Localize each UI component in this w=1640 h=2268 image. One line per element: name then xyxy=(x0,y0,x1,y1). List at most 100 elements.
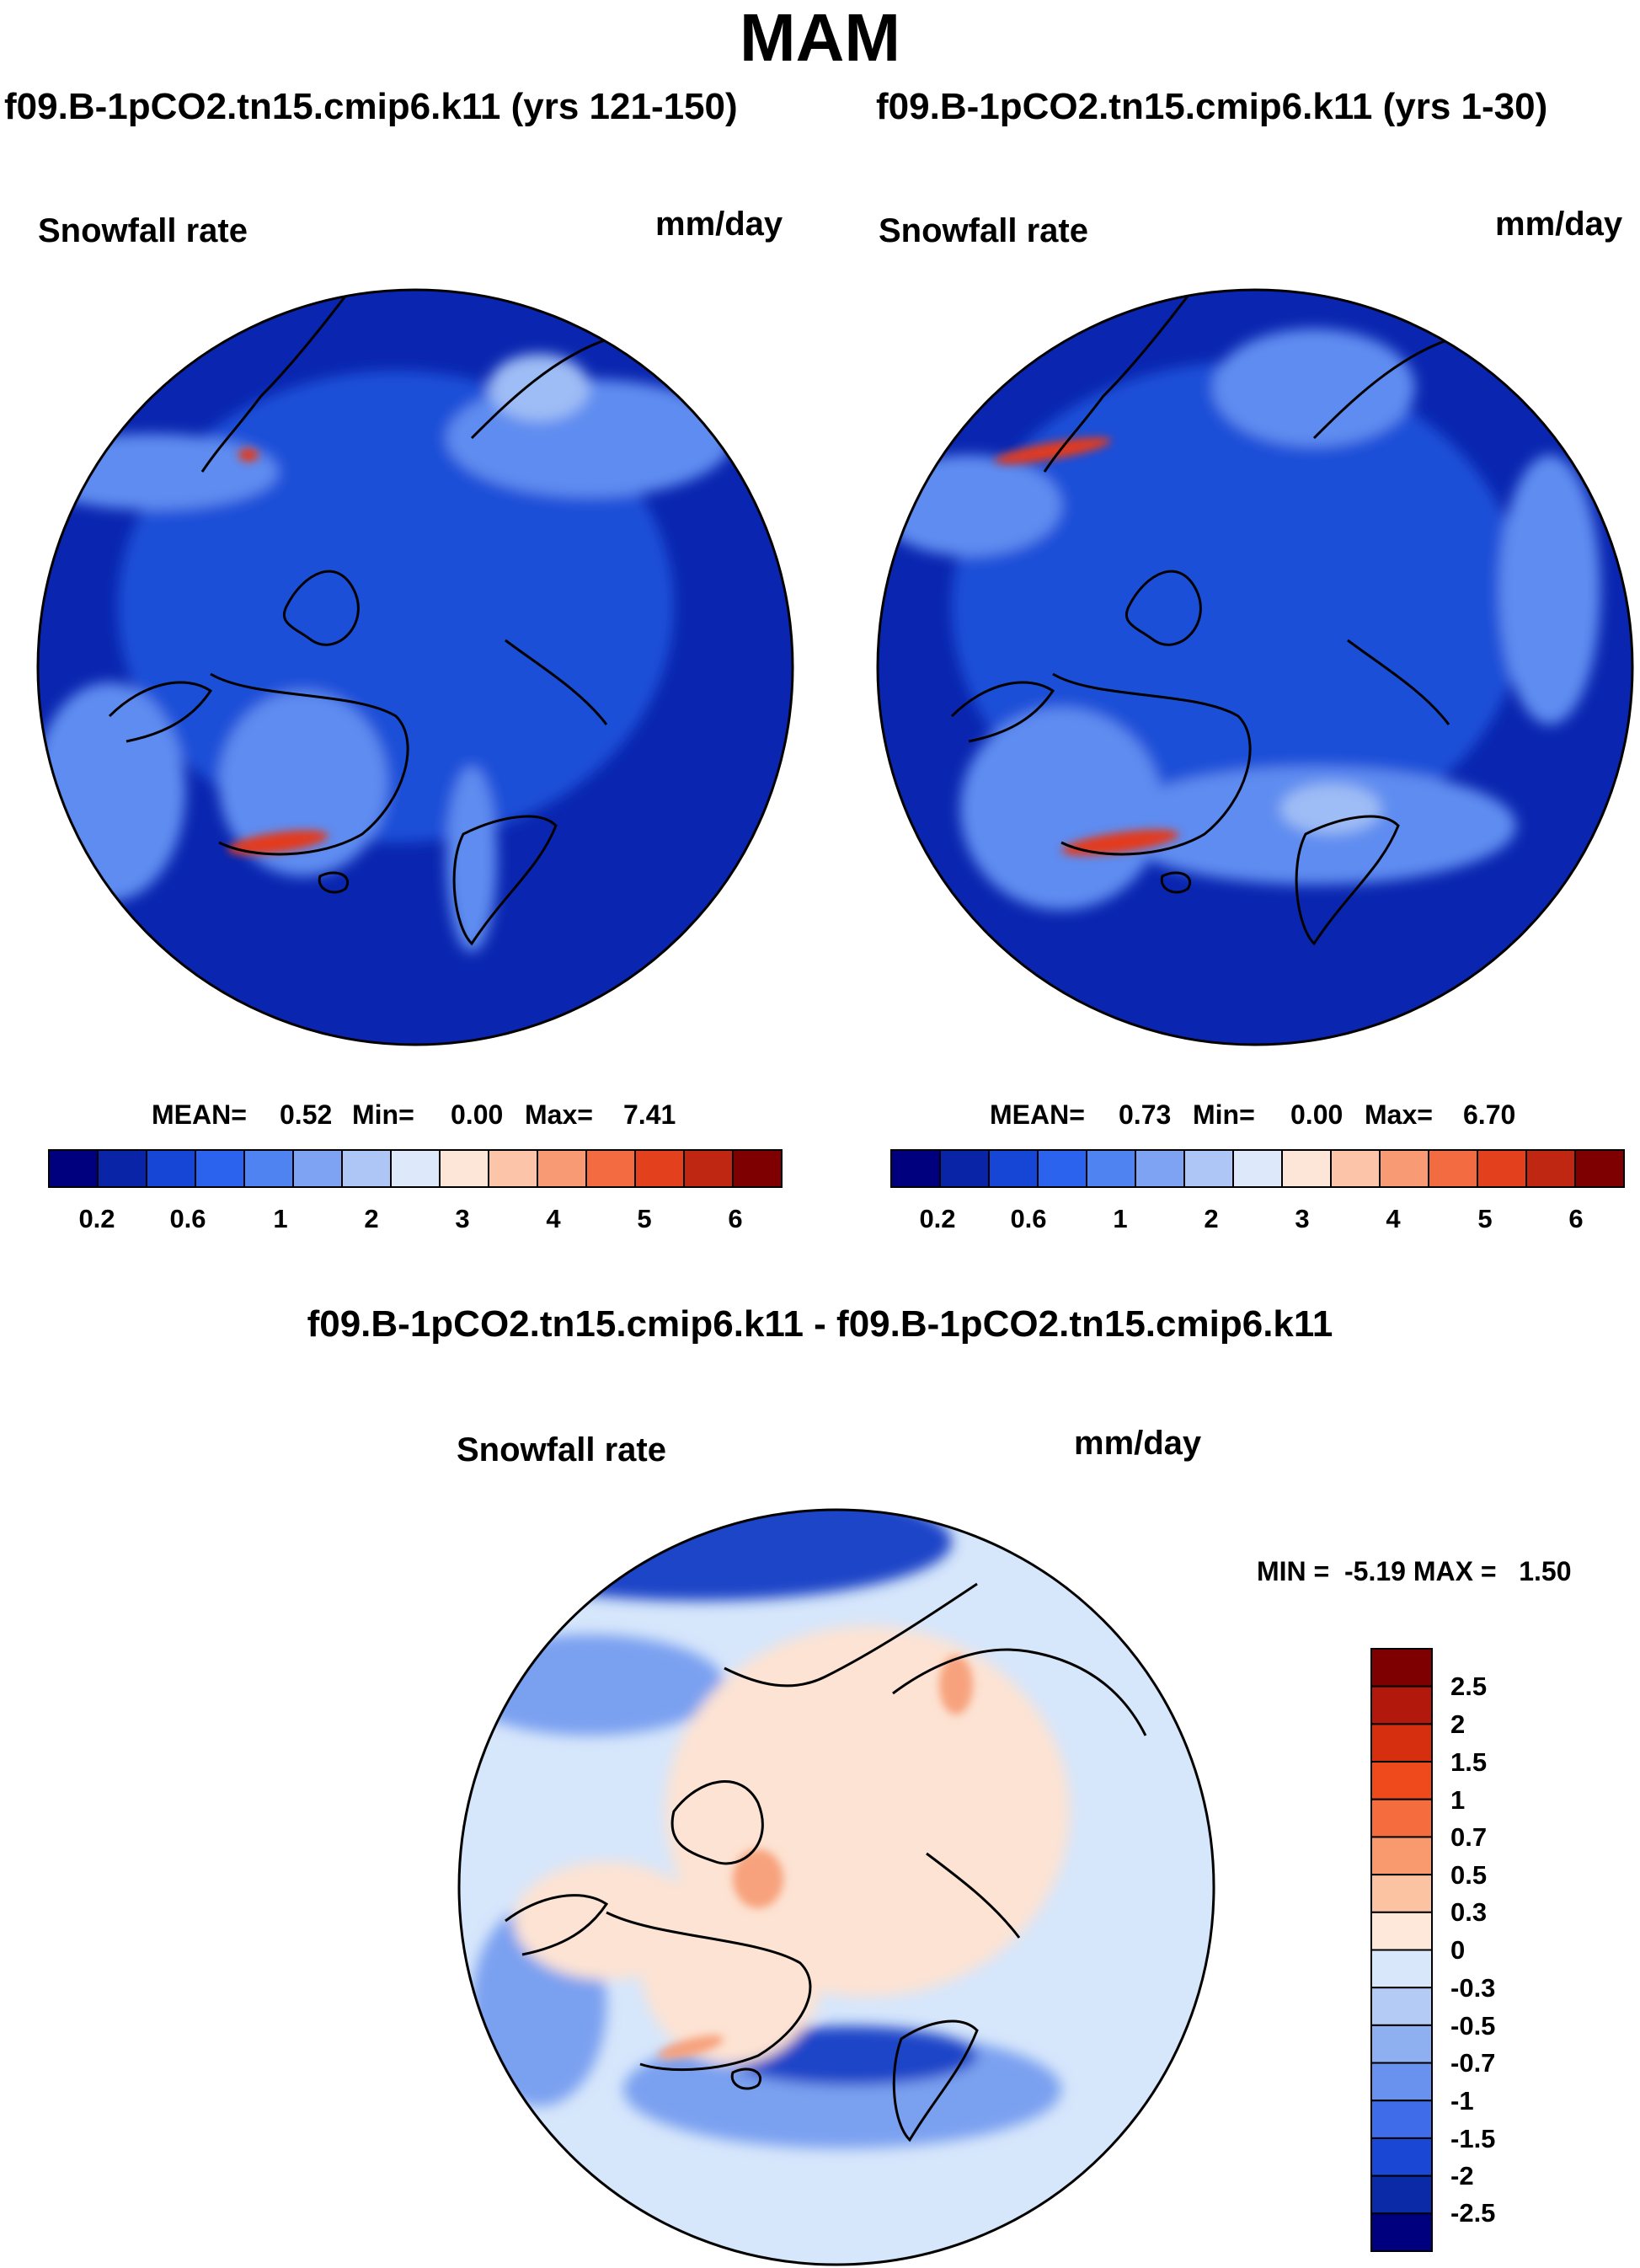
left-colorbar-tick: 0.6 xyxy=(169,1204,206,1233)
diff-colorbar-tick: 2.5 xyxy=(1450,1672,1488,1701)
diff-colorbar-tick: 0.7 xyxy=(1450,1822,1488,1852)
colorbar-swatch xyxy=(1370,1685,1433,1725)
left-colorbar-tick: 6 xyxy=(728,1204,743,1233)
left-map-snowband-pacific xyxy=(38,434,278,510)
diff-minmax: MIN = -5.19 MAX = 1.50 xyxy=(1257,1556,1572,1586)
colorbar-swatch xyxy=(390,1149,441,1188)
left-max-label: Max= xyxy=(525,1099,593,1130)
right-polar-map xyxy=(876,288,1634,1046)
colorbar-swatch xyxy=(1370,1723,1433,1763)
right-colorbar-tick: 2 xyxy=(1204,1204,1219,1233)
left-colorbar-tick: 5 xyxy=(637,1204,652,1233)
left-map-max-coast xyxy=(227,830,329,855)
right-field-label: Snowfall rate xyxy=(879,212,1088,249)
left-map-pale-siberia xyxy=(489,354,590,421)
right-colorbar-tick: 6 xyxy=(1568,1204,1584,1233)
colorbar-swatch xyxy=(1370,1911,1433,1951)
colorbar-swatch xyxy=(1574,1149,1625,1188)
diff-colorbar-tick: -0.5 xyxy=(1450,2011,1496,2041)
colorbar-swatch xyxy=(1037,1149,1087,1188)
colorbar-swatch xyxy=(1330,1149,1381,1188)
coastline xyxy=(1124,570,1202,646)
left-units-label: mm/day xyxy=(655,206,783,243)
colorbar-swatch xyxy=(732,1149,783,1188)
left-mean-value: 0.52 xyxy=(280,1099,333,1130)
diff-colorbar-tick: -1.5 xyxy=(1450,2124,1496,2153)
colorbar-swatch xyxy=(1370,1836,1433,1876)
colorbar-swatch xyxy=(439,1149,489,1188)
left-map-snowband-greenland xyxy=(446,767,497,952)
colorbar-swatch xyxy=(1428,1149,1478,1188)
right-map-border xyxy=(876,288,1634,1046)
colorbar-swatch xyxy=(1370,2212,1433,2252)
colorbar-swatch xyxy=(243,1149,294,1188)
left-panel-title: f09.B-1pCO2.tn15.cmip6.k11 (yrs 121-150) xyxy=(4,86,738,127)
diff-map-max-siberia xyxy=(939,1656,973,1714)
coastline xyxy=(950,681,1055,743)
colorbar-swatch xyxy=(1370,2137,1433,2177)
colorbar-swatch xyxy=(341,1149,392,1188)
colorbar-swatch xyxy=(683,1149,734,1188)
left-max-value: 7.41 xyxy=(623,1099,676,1130)
colorbar-swatch xyxy=(1370,2062,1433,2102)
coastline xyxy=(108,681,213,743)
right-map-coastlines xyxy=(950,290,1577,946)
coastline xyxy=(606,1911,812,2072)
right-colorbar-tick: 3 xyxy=(1295,1204,1310,1233)
left-map-snowband-canada xyxy=(219,691,387,876)
diff-colorbar xyxy=(1370,1648,1433,2252)
diff-colorbar-tick: 0.5 xyxy=(1450,1860,1488,1890)
right-colorbar-tick: 5 xyxy=(1477,1204,1493,1233)
diff-colorbar-tick: 0.3 xyxy=(1450,1897,1488,1927)
colorbar-swatch xyxy=(1135,1149,1185,1188)
page-title: MAM xyxy=(739,0,901,75)
coastline xyxy=(1295,815,1400,946)
coastline xyxy=(200,290,398,473)
colorbar-swatch xyxy=(1232,1149,1283,1188)
colorbar-swatch xyxy=(1477,1149,1527,1188)
diff-title: f09.B-1pCO2.tn15.cmip6.k11 - f09.B-1pCO2… xyxy=(307,1303,1333,1345)
right-max-label: Max= xyxy=(1365,1099,1433,1130)
diff-map-max-coast xyxy=(658,2035,724,2060)
diff-colorbar-tick: -0.3 xyxy=(1450,1973,1496,2003)
diff-map-border xyxy=(457,1508,1215,2266)
right-colorbar-tick: 0.2 xyxy=(919,1204,956,1233)
coastline xyxy=(670,1780,764,1865)
colorbar-swatch xyxy=(488,1149,538,1188)
colorbar-swatch xyxy=(1370,2174,1433,2215)
diff-colorbar-tick: -1 xyxy=(1450,2086,1474,2116)
coastline xyxy=(210,672,409,856)
colorbar-swatch xyxy=(195,1149,245,1188)
left-colorbar-tick: 4 xyxy=(546,1204,561,1233)
colorbar-swatch xyxy=(1370,1648,1433,1688)
coastline xyxy=(730,2067,761,2090)
right-min-value: 0.00 xyxy=(1290,1099,1344,1130)
colorbar-swatch xyxy=(48,1149,99,1188)
colorbar-swatch xyxy=(1183,1149,1234,1188)
left-min-label: Min= xyxy=(352,1099,414,1130)
diff-map-increase-hudson xyxy=(640,1862,825,2064)
colorbar-swatch xyxy=(1281,1149,1332,1188)
diff-polar-map xyxy=(457,1508,1215,2266)
left-field-label: Snowfall rate xyxy=(38,212,248,249)
coastline xyxy=(892,1648,1147,1736)
left-colorbar xyxy=(48,1149,783,1188)
diff-colorbar-tick: -0.7 xyxy=(1450,2048,1496,2078)
diff-map-decrease-pacific xyxy=(459,1510,952,1601)
diff-colorbar-tick: -2 xyxy=(1450,2161,1474,2190)
coastline xyxy=(452,815,558,946)
colorbar-swatch xyxy=(1370,2100,1433,2139)
left-polar-map xyxy=(36,288,794,1046)
colorbar-swatch xyxy=(1370,1949,1433,1989)
colorbar-swatch xyxy=(1370,1987,1433,2026)
colorbar-swatch xyxy=(97,1149,147,1188)
right-units-label: mm/day xyxy=(1495,206,1623,243)
left-colorbar-tick: 3 xyxy=(455,1204,470,1233)
colorbar-swatch xyxy=(1086,1149,1136,1188)
coastline xyxy=(892,2019,979,2142)
right-panel-title: f09.B-1pCO2.tn15.cmip6.k11 (yrs 1-30) xyxy=(876,86,1548,127)
left-map-border xyxy=(36,288,794,1046)
left-colorbar-tick: 1 xyxy=(273,1204,288,1233)
colorbar-swatch xyxy=(1370,1874,1433,1913)
